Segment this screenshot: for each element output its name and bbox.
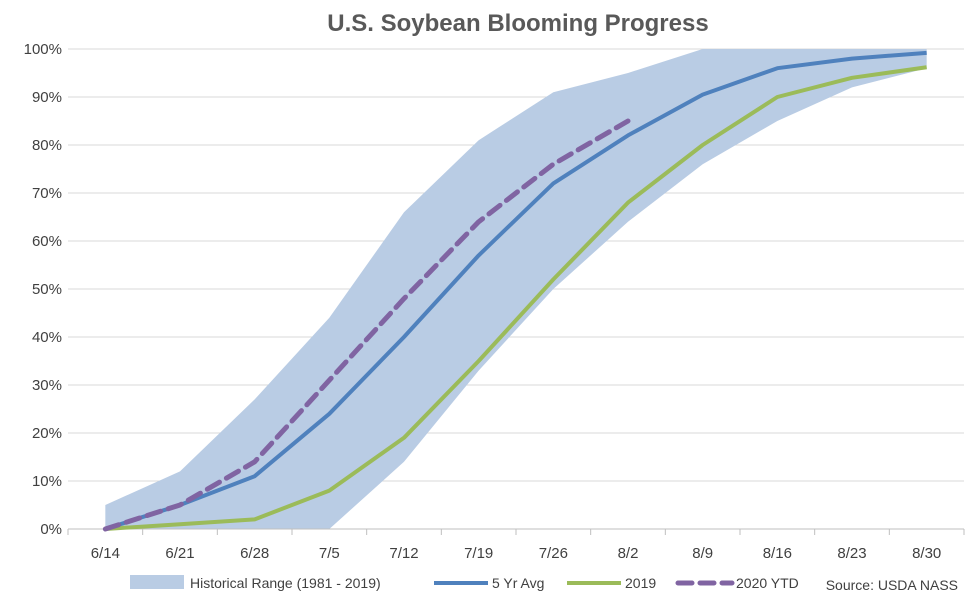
legend-label-range: Historical Range (1981 - 2019): [190, 575, 381, 591]
historical-range-area: [105, 49, 927, 529]
x-tick-label: 7/26: [539, 545, 568, 562]
y-tick-label: 50%: [32, 281, 62, 298]
y-tick-label: 100%: [24, 41, 62, 58]
axes: [67, 528, 965, 535]
legend: Historical Range (1981 - 2019) 5 Yr Avg 20…: [130, 575, 799, 591]
x-tick-label: 8/16: [763, 545, 792, 562]
y-tick-label: 0%: [40, 521, 62, 538]
source-note: Source: USDA NASS: [826, 577, 958, 593]
y-tick-label: 90%: [32, 89, 62, 106]
x-tick-label: 6/28: [240, 545, 269, 562]
y-tick-label: 60%: [32, 233, 62, 250]
x-tick-label: 7/12: [389, 545, 418, 562]
x-tick-label: 8/23: [837, 545, 866, 562]
series-line-5-yr-avg: [104, 50, 927, 531]
y-tick-label: 40%: [32, 329, 62, 346]
x-tick-label: 6/21: [165, 545, 194, 562]
legend-label-series: 2019: [625, 575, 656, 591]
y-tick-label: 70%: [32, 185, 62, 202]
legend-label-series: 5 Yr Avg: [492, 575, 544, 591]
x-tick-label: 8/2: [618, 545, 639, 562]
legend-label-series: 2020 YTD: [736, 575, 799, 591]
y-axis-ticks: 0% 10% 20% 30% 40% 50% 60% 70% 80% 90% 100%: [24, 41, 62, 538]
legend-swatch-range: [130, 575, 184, 589]
x-tick-label: 8/30: [912, 545, 941, 562]
x-tick-label: 7/19: [464, 545, 493, 562]
historical-range-band: [105, 49, 927, 529]
x-tick-label: 8/9: [692, 545, 713, 562]
y-tick-label: 10%: [32, 473, 62, 490]
series-line-2019: [105, 65, 927, 531]
x-tick-label: 6/14: [91, 545, 120, 562]
y-tick-label: 30%: [32, 377, 62, 394]
series-lines: [102, 50, 927, 532]
series-line-2020-ytd: [102, 118, 631, 532]
x-axis-ticks: 6/14 6/21 6/28 7/5 7/12 7/19 7/26 8/2 8/9 8/16 8/2…: [91, 545, 942, 562]
y-tick-label: 80%: [32, 137, 62, 154]
chart-title: U.S. Soybean Blooming Progress: [327, 10, 708, 37]
y-tick-label: 20%: [32, 425, 62, 442]
x-tick-label: 7/5: [319, 545, 340, 562]
